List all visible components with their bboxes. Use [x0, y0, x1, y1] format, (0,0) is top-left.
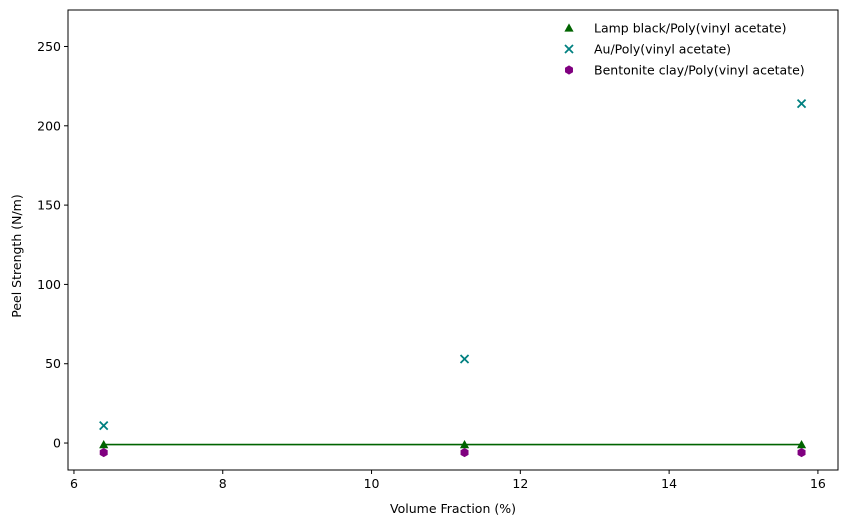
y-tick-label: 150: [37, 198, 61, 213]
legend-marker: [564, 23, 574, 32]
x-tick-label: 12: [512, 476, 528, 491]
y-tick-label: 250: [37, 39, 61, 54]
y-tick-label: 200: [37, 118, 61, 133]
legend-label: Bentonite clay/Poly(vinyl acetate): [594, 63, 805, 78]
series-1: [99, 440, 807, 449]
series-2-point: [796, 98, 807, 109]
legend-label: Lamp black/Poly(vinyl acetate): [594, 21, 786, 36]
y-axis-label: Peel Strength (N/m): [9, 194, 24, 317]
legend-label: Au/Poly(vinyl acetate): [594, 42, 731, 57]
plot-frame: [67, 9, 839, 471]
x-tick-label: 14: [661, 476, 677, 491]
axes-layer: 6 8 10 12 14 16 0 50 100 150 200 250: [37, 9, 839, 491]
series-2-point: [459, 354, 470, 364]
x-tick-label: 16: [810, 476, 826, 491]
series-3: [99, 447, 806, 458]
series-2: [99, 98, 807, 431]
x-tick-label: 6: [70, 476, 78, 491]
y-tick-label: 0: [53, 436, 61, 451]
series-3-point: [797, 447, 806, 458]
plot-layer: [99, 98, 807, 458]
legend-marker: [565, 65, 573, 75]
series-2-point: [99, 420, 109, 431]
y-tick-label: 50: [45, 356, 61, 371]
legend-marker: [564, 44, 574, 54]
x-tick-label: 8: [219, 476, 227, 491]
x-tick-label: 10: [364, 476, 380, 491]
series-1-point: [459, 440, 470, 449]
x-axis-label: Volume Fraction (%): [390, 501, 516, 516]
series-3-point: [460, 447, 469, 458]
y-tick-label: 100: [37, 277, 61, 292]
legend: Lamp black/Poly(vinyl acetate) Au/Poly(vi…: [564, 21, 805, 78]
series-1-point: [796, 440, 807, 449]
series-3-point: [99, 447, 108, 458]
series-1-point: [99, 440, 109, 449]
